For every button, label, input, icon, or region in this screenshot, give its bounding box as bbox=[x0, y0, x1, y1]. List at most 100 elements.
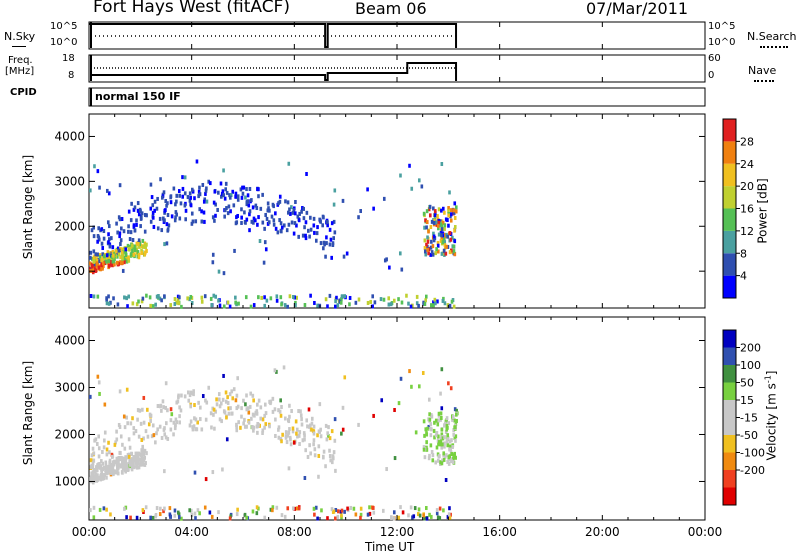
power-echo bbox=[301, 233, 305, 238]
power-echo bbox=[371, 304, 374, 309]
velocity-echo bbox=[194, 417, 198, 422]
velocity-echo bbox=[96, 374, 100, 379]
power-echo bbox=[400, 300, 404, 305]
velocity-echo bbox=[385, 467, 388, 472]
power-echo bbox=[127, 255, 130, 260]
velocity-echo bbox=[164, 405, 168, 410]
velocity-echo bbox=[242, 421, 245, 426]
power-echo bbox=[286, 304, 289, 309]
velocity-echo bbox=[447, 461, 451, 466]
velocity-echo bbox=[310, 427, 313, 432]
power-echo bbox=[90, 264, 94, 269]
power-echo bbox=[216, 207, 219, 212]
power-echo bbox=[300, 209, 303, 214]
power-echo bbox=[328, 293, 332, 298]
power-echo bbox=[115, 221, 118, 226]
power-echo bbox=[107, 232, 110, 237]
velocity-echo bbox=[417, 384, 421, 389]
velocity-echo bbox=[230, 411, 233, 416]
velocity-echo bbox=[371, 505, 375, 510]
power-y-tick-label: 3000 bbox=[54, 174, 85, 188]
velocity-echo bbox=[261, 428, 265, 433]
power-echo bbox=[124, 249, 128, 254]
velocity-echo bbox=[152, 433, 156, 438]
power-echo bbox=[313, 300, 316, 305]
power-echo bbox=[256, 187, 259, 192]
velocity-echo bbox=[443, 444, 446, 449]
power-echo bbox=[322, 215, 325, 220]
velocity-echo bbox=[441, 458, 444, 463]
power-echo bbox=[210, 303, 214, 308]
velocity-echo bbox=[443, 441, 446, 446]
velocity-echo bbox=[204, 477, 208, 482]
power-echo bbox=[165, 222, 169, 227]
power-echo bbox=[203, 294, 207, 299]
velocity-echo bbox=[103, 438, 106, 443]
velocity-echo bbox=[139, 421, 143, 426]
velocity-echo bbox=[107, 468, 111, 473]
power-echo bbox=[105, 259, 108, 264]
velocity-echo bbox=[132, 455, 135, 460]
power-echo bbox=[308, 234, 311, 239]
power-echo bbox=[372, 206, 375, 211]
velocity-echo bbox=[154, 514, 157, 519]
velocity-colorbar-label: Velocity [m s-1] bbox=[763, 370, 779, 461]
velocity-echo bbox=[440, 427, 444, 432]
velocity-echo bbox=[139, 461, 142, 466]
velocity-echo bbox=[92, 458, 96, 463]
power-echo bbox=[135, 222, 138, 227]
velocity-echo bbox=[328, 448, 331, 453]
power-echo bbox=[169, 195, 172, 200]
power-echo bbox=[97, 226, 100, 231]
power-cb-label: 8 bbox=[740, 247, 747, 260]
velocity-echo bbox=[449, 512, 452, 517]
velocity-echo bbox=[99, 464, 102, 469]
velocity-echo bbox=[163, 506, 166, 511]
power-echo bbox=[118, 234, 121, 239]
velocity-echo bbox=[164, 381, 168, 386]
power-echo bbox=[398, 251, 402, 256]
power-echo bbox=[89, 255, 92, 260]
power-echo bbox=[89, 261, 92, 266]
velocity-echo bbox=[291, 429, 295, 434]
velocity-echo bbox=[280, 405, 283, 410]
velocity-echo bbox=[169, 418, 173, 423]
power-echo bbox=[92, 225, 96, 230]
power-echo bbox=[103, 261, 107, 266]
power-echo bbox=[137, 252, 141, 257]
velocity-echo bbox=[354, 512, 358, 517]
velocity-echo bbox=[155, 431, 158, 436]
velocity-echo bbox=[142, 395, 146, 400]
velocity-echo bbox=[433, 435, 436, 440]
velocity-echo bbox=[196, 508, 200, 513]
velocity-echo bbox=[268, 424, 271, 429]
velocity-echo bbox=[327, 433, 330, 438]
velocity-echo bbox=[431, 458, 435, 463]
power-echo bbox=[265, 298, 269, 303]
power-echo bbox=[341, 198, 345, 203]
velocity-echo bbox=[105, 447, 109, 452]
power-echo bbox=[124, 247, 128, 252]
velocity-echo bbox=[426, 426, 429, 431]
power-echo bbox=[204, 188, 208, 193]
power-echo bbox=[431, 252, 435, 257]
velocity-echo bbox=[422, 447, 426, 452]
velocity-echo bbox=[140, 448, 143, 453]
velocity-echo bbox=[438, 506, 442, 511]
velocity-echo bbox=[220, 401, 223, 406]
power-echo bbox=[105, 297, 109, 302]
power-echo bbox=[425, 242, 428, 247]
power-echo bbox=[184, 208, 188, 213]
power-echo bbox=[195, 159, 199, 164]
power-echo bbox=[156, 226, 160, 231]
velocity-echo bbox=[308, 443, 311, 448]
power-echo bbox=[332, 219, 336, 224]
power-echo bbox=[137, 299, 140, 304]
velocity-echo bbox=[447, 512, 451, 517]
velocity-y-tick-label: 3000 bbox=[54, 380, 85, 394]
velocity-echo bbox=[425, 445, 428, 450]
velocity-echo bbox=[104, 460, 108, 465]
power-echo bbox=[92, 249, 96, 254]
velocity-echo bbox=[102, 506, 106, 511]
